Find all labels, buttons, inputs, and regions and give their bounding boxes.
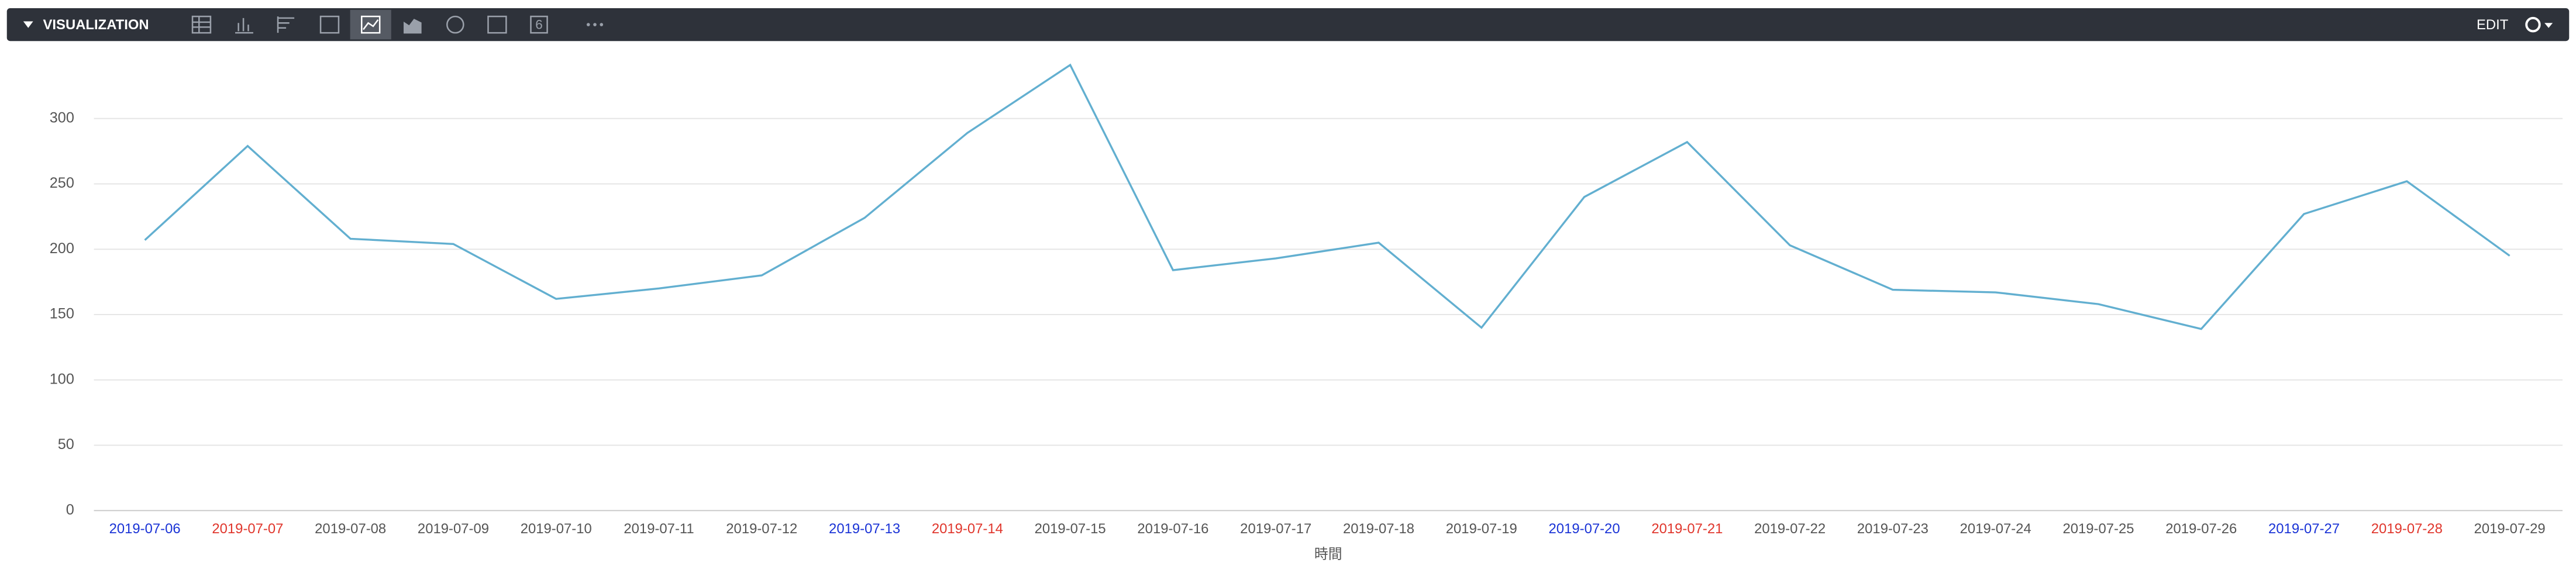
x-tick-label: 2019-07-20 [1549,521,1620,537]
x-tick-label: 2019-07-16 [1137,521,1208,537]
x-tick-label: 2019-07-26 [2165,521,2237,537]
x-tick-label: 2019-07-17 [1240,521,1311,537]
x-tick-label: 2019-07-07 [212,521,283,537]
data-line [144,63,2510,330]
chart: 0 50 100 150 200 250 300 2019-07-06 2019-07-07 20… [50,63,2563,562]
y-tick-label: 300 [50,109,74,126]
scatter-icon[interactable] [319,15,340,34]
single-value-icon-label: 6 [535,17,543,32]
x-tick-label: 2019-07-29 [2474,521,2546,537]
bar-icon[interactable] [235,18,253,34]
single-value-icon[interactable] [530,15,548,34]
y-tick-label: 150 [50,306,74,322]
x-tick-label: 2019-07-08 [315,521,386,537]
area-icon[interactable] [404,19,422,34]
settings-icon[interactable] [2525,16,2541,33]
x-tick-label: 2019-07-25 [2062,521,2134,537]
toolbar-title: VISUALIZATION [43,17,149,33]
table-icon-lines [192,16,211,33]
y-tick-label: 50 [58,436,74,453]
x-tick-label: 2019-07-18 [1343,521,1414,537]
x-tick-label: 2019-07-27 [2268,521,2340,537]
x-tick-label: 2019-07-12 [726,521,797,537]
y-tick-label: 100 [50,371,74,387]
x-tick-label: 2019-07-11 [624,521,694,537]
settings-caret [2544,23,2553,28]
x-tick-label: 2019-07-06 [109,521,181,537]
x-tick-label: 2019-07-14 [932,521,1003,537]
line-icon-path [363,19,379,30]
more-icon[interactable] [586,23,604,26]
collapse-toggle[interactable] [23,21,33,28]
x-tick-label: 2019-07-10 [521,521,592,537]
x-tick-label: 2019-07-13 [829,521,900,537]
edit-button[interactable]: EDIT [2477,17,2509,33]
y-tick-label: 250 [50,175,74,191]
x-tick-label: 2019-07-15 [1035,521,1106,537]
toolbar [6,8,2570,42]
row-icon[interactable] [277,16,295,33]
pie-icon[interactable] [446,15,464,34]
x-tick-label: 2019-07-28 [2371,521,2443,537]
table-icon[interactable] [191,15,212,34]
y-tick-label: 0 [66,502,74,518]
x-tick-label: 2019-07-24 [1960,521,2031,537]
x-tick-label: 2019-07-09 [418,521,489,537]
line-icon [361,15,381,34]
x-tick-label: 2019-07-19 [1446,521,1517,537]
x-tick-label: 2019-07-21 [1651,521,1723,537]
x-axis-label: 時間 [1314,546,1342,562]
x-tick-label: 2019-07-23 [1857,521,1928,537]
map-icon[interactable] [487,15,507,34]
y-tick-label: 200 [50,240,74,257]
x-tick-label: 2019-07-22 [1754,521,1826,537]
